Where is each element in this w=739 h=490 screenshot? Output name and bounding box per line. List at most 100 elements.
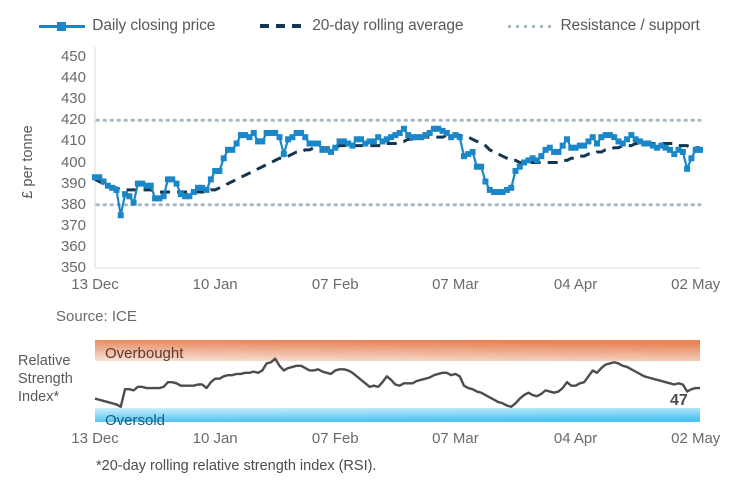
- price-marker: [697, 146, 703, 153]
- legend-label: Resistance / support: [560, 17, 700, 34]
- price-marker: [572, 144, 579, 151]
- price-marker: [207, 176, 214, 183]
- price-marker: [366, 138, 373, 145]
- price-marker: [452, 132, 459, 139]
- price-marker: [289, 134, 296, 141]
- price-marker: [164, 176, 171, 183]
- y-axis-tick: 440: [60, 69, 86, 87]
- price-chart-panel: £ per tonne 450 440 430 420 410 400 390 380 370 3…: [0, 42, 739, 294]
- price-marker: [263, 129, 270, 136]
- x-axis-tick: 10 Jan: [192, 276, 238, 293]
- price-marker: [632, 136, 639, 143]
- legend-item-daily-closing-price[interactable]: Daily closing price: [39, 17, 215, 35]
- x-axis-tick: 07 Feb: [311, 430, 359, 447]
- price-marker: [182, 193, 189, 200]
- price-marker: [370, 138, 377, 145]
- price-marker: [563, 136, 570, 143]
- price-marker: [358, 136, 365, 143]
- price-marker: [396, 129, 403, 136]
- price-marker: [353, 136, 360, 143]
- x-axis-tick: 04 Apr: [553, 276, 598, 293]
- x-axis-tick: 02 May: [671, 430, 721, 447]
- price-marker: [426, 129, 433, 136]
- price-marker: [156, 195, 163, 202]
- price-marker: [555, 148, 562, 155]
- rsi-panel: Relative Strength Index* Overbought Over…: [0, 336, 739, 429]
- price-marker: [486, 186, 493, 193]
- price-marker: [624, 136, 631, 143]
- price-marker: [190, 189, 197, 196]
- legend-item-resistance-support[interactable]: Resistance / support: [507, 17, 700, 35]
- price-marker: [297, 129, 304, 136]
- dashed-line-swatch-icon: [259, 19, 305, 33]
- price-marker: [671, 151, 678, 158]
- price-marker: [662, 144, 669, 151]
- oversold-band-label: Oversold: [105, 411, 166, 429]
- price-marker: [379, 138, 386, 145]
- price-marker: [611, 134, 618, 141]
- y-axis-tick: 370: [60, 216, 86, 234]
- price-marker: [315, 140, 322, 147]
- price-marker: [581, 142, 588, 149]
- price-marker: [533, 157, 540, 164]
- price-marker: [323, 146, 330, 153]
- price-marker: [388, 134, 395, 141]
- price-marker: [538, 153, 545, 160]
- price-marker: [576, 142, 583, 149]
- price-marker: [568, 144, 575, 151]
- price-marker: [152, 195, 159, 202]
- footnote: *20-day rolling relative strength index …: [96, 458, 377, 474]
- y-axis-tick: 360: [60, 237, 86, 255]
- price-marker: [139, 180, 146, 187]
- rsi-plot-area: [94, 340, 700, 422]
- price-marker: [619, 140, 626, 147]
- price-marker: [242, 132, 249, 139]
- price-marker: [692, 146, 699, 153]
- x-axis-tick: 07 Mar: [432, 430, 479, 447]
- price-marker: [255, 138, 262, 145]
- price-marker: [237, 132, 244, 139]
- price-marker: [645, 140, 652, 147]
- price-marker: [109, 184, 116, 191]
- price-marker: [216, 167, 223, 174]
- price-marker: [285, 136, 292, 143]
- price-marker: [259, 138, 266, 145]
- price-marker: [589, 134, 596, 141]
- price-marker: [503, 186, 510, 193]
- price-marker: [465, 151, 472, 158]
- price-marker: [267, 129, 274, 136]
- price-marker: [413, 134, 420, 141]
- price-marker: [679, 148, 686, 155]
- price-marker: [212, 167, 219, 174]
- price-marker: [169, 176, 176, 183]
- price-marker: [199, 184, 206, 191]
- price-marker: [143, 182, 150, 189]
- price-marker: [666, 146, 673, 153]
- price-marker: [336, 138, 343, 145]
- y-axis-tick: 400: [60, 153, 86, 171]
- price-marker: [160, 193, 167, 200]
- daily-closing-price-line: [95, 127, 700, 216]
- price-marker: [280, 151, 287, 158]
- price-marker: [482, 178, 489, 185]
- rsi-current-value: 47: [670, 391, 688, 409]
- price-marker: [400, 125, 407, 132]
- price-marker: [684, 165, 691, 172]
- price-marker: [422, 132, 429, 139]
- legend-item-rolling-average[interactable]: 20-day rolling average: [259, 17, 464, 35]
- x-axis-tick: 13 Dec: [71, 430, 119, 447]
- price-marker: [147, 182, 154, 189]
- price-marker: [92, 174, 98, 181]
- price-marker: [100, 178, 107, 185]
- price-plot-area: [92, 47, 703, 269]
- price-marker: [134, 180, 141, 187]
- price-marker: [525, 157, 532, 164]
- price-marker: [430, 125, 437, 132]
- price-marker: [349, 142, 356, 149]
- price-marker: [435, 125, 442, 132]
- x-axis-tick: 07 Mar: [432, 276, 479, 293]
- price-marker: [293, 129, 300, 136]
- y-axis-tick: 350: [60, 259, 86, 276]
- price-marker: [113, 186, 120, 193]
